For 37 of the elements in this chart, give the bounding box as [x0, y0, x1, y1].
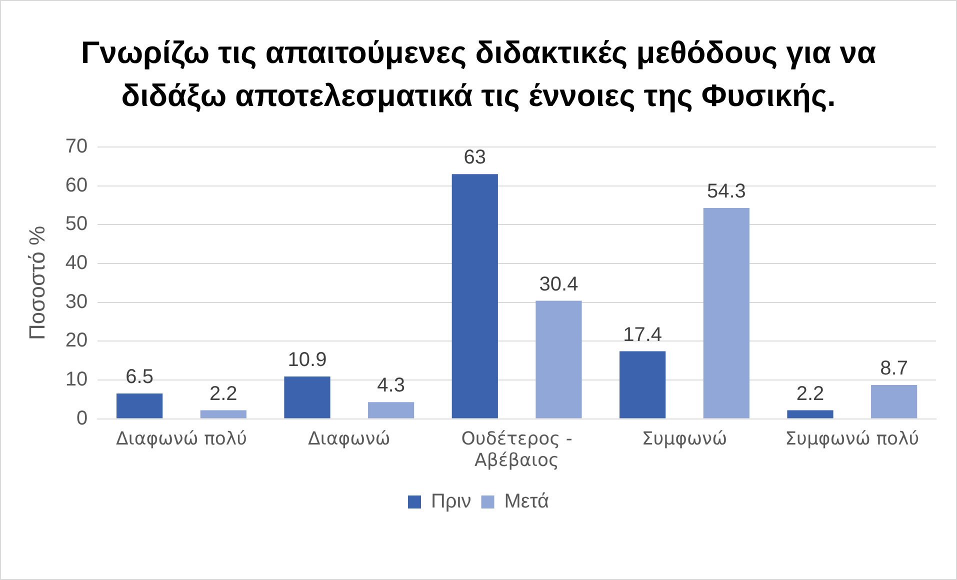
bar: [536, 300, 582, 418]
bar: [703, 208, 750, 418]
data-label: 30.4: [539, 273, 578, 296]
data-label: 2.2: [209, 382, 238, 405]
y-axis-title: Ποσοστό %: [24, 226, 50, 340]
y-tick-label: 20: [65, 330, 88, 352]
bar: [871, 385, 918, 418]
x-tick-label: Ουδέτερος - Αβέβαιος: [461, 428, 572, 471]
y-tick-label: 30: [65, 290, 88, 313]
bar: [452, 174, 498, 418]
y-tick-label: 0: [76, 407, 88, 430]
x-tick-label: Διαφωνώ: [308, 428, 390, 450]
data-label: 4.3: [377, 374, 405, 397]
bar: [116, 394, 163, 418]
chart-title: Γνωρίζω τις απαιτούμενες διδακτικές μεθόδους για να διδάξω αποτελεσματικά τις έννοιες της Φυσικής.: [80, 34, 877, 115]
bar: [620, 351, 666, 418]
bar: [787, 410, 834, 418]
data-label: 63: [464, 146, 486, 169]
data-label: 8.7: [880, 358, 908, 380]
y-tick-label: 60: [65, 174, 88, 196]
data-label: 2.2: [796, 382, 824, 405]
data-label: 6.5: [126, 366, 154, 388]
data-label: 54.3: [706, 180, 746, 202]
legend-label: Μετά: [504, 490, 550, 513]
x-tick-label: Συμφωνώ: [642, 428, 728, 450]
data-label: 10.9: [288, 348, 327, 371]
y-tick-label: 40: [65, 252, 88, 274]
y-tick-label: 50: [65, 213, 88, 236]
y-tick-label: 10: [65, 368, 88, 390]
bar: [368, 402, 414, 418]
x-tick-label: Διαφωνώ πολύ: [116, 428, 247, 450]
bar: [284, 376, 330, 418]
data-label: 17.4: [623, 324, 662, 346]
bar: [200, 410, 246, 418]
legend-label: Πριν: [430, 490, 472, 513]
x-tick-label: Συμφωνώ πολύ: [785, 428, 920, 450]
y-tick-label: 70: [65, 136, 88, 158]
